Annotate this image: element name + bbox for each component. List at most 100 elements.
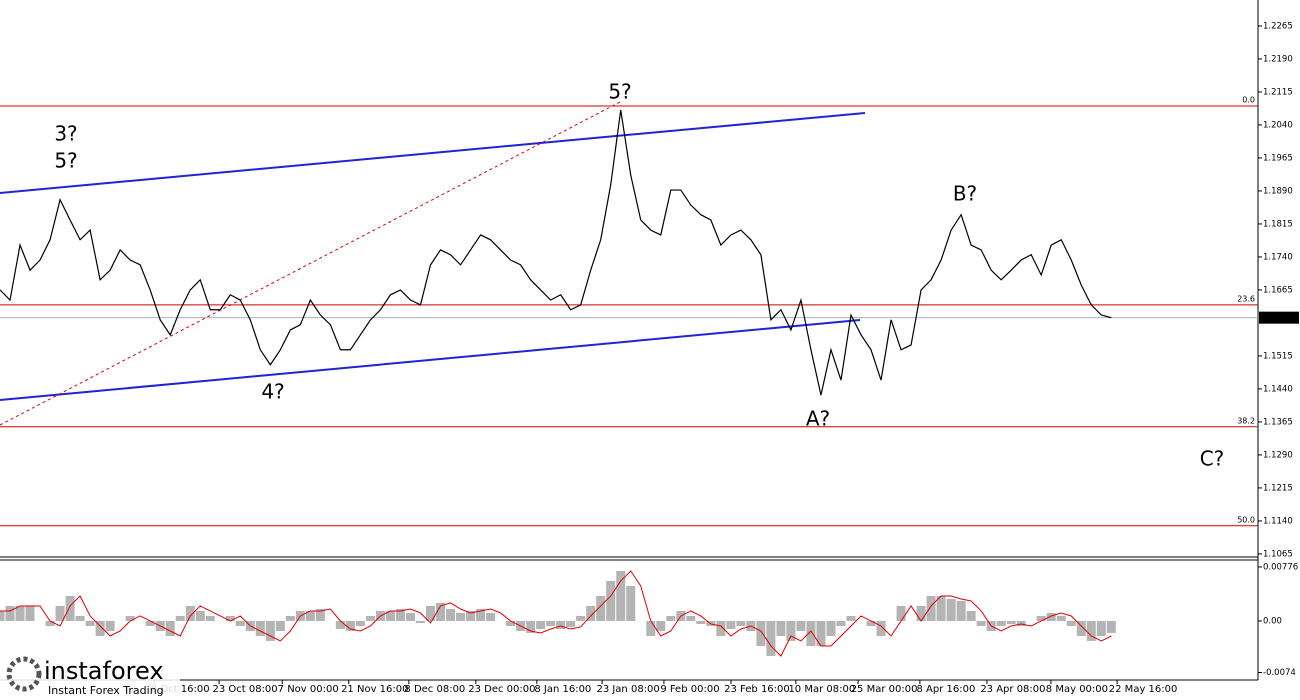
histogram-bar: [726, 620, 736, 629]
histogram-bar: [916, 605, 926, 621]
y-tick-label: 0.00776: [1263, 562, 1298, 572]
x-tick-label: 8 Dec 08:00: [404, 684, 465, 695]
histogram-bar: [666, 615, 676, 621]
histogram-bar: [686, 615, 696, 621]
histogram-bar: [195, 610, 205, 621]
wave-label: 5?: [54, 149, 77, 173]
y-tick-label: 1.1215: [1263, 483, 1293, 493]
histogram-bar: [355, 620, 365, 626]
y-tick-label: 1.2040: [1263, 120, 1293, 130]
fib-level-label: 23.6: [1237, 294, 1255, 303]
branding: instaforex Instant Forex Trading: [0, 654, 180, 698]
histogram-bar: [716, 620, 726, 637]
y-tick-label: 1.1365: [1263, 417, 1293, 427]
y-tick-label: 1.1140: [1263, 516, 1293, 526]
plot-frames: [0, 0, 1259, 681]
histogram-bar: [596, 595, 606, 621]
histogram-bar: [225, 615, 235, 621]
histogram-bar: [896, 605, 906, 621]
histogram-bar: [546, 620, 556, 626]
histogram-bar: [85, 620, 95, 626]
y-tick-label: 1.2115: [1263, 87, 1293, 97]
histogram-bar: [796, 620, 806, 631]
y-tick-label: 1.1965: [1263, 153, 1293, 163]
histogram-bar: [476, 609, 486, 621]
histogram-bar: [786, 620, 796, 641]
x-tick-label: 7 Nov 00:00: [278, 684, 339, 695]
histogram-bar: [255, 620, 265, 637]
histogram-bar: [265, 620, 275, 641]
wave-label: 5?: [608, 80, 631, 104]
histogram-bar: [1056, 615, 1066, 621]
histogram-bar: [846, 615, 856, 621]
channel-line: [0, 319, 861, 401]
histogram-bar: [45, 620, 55, 626]
histogram-bar: [315, 609, 325, 621]
logo-icon: [6, 656, 42, 692]
histogram-bar: [5, 605, 15, 621]
histogram-bar: [1096, 620, 1106, 637]
last-price-box: [1259, 311, 1299, 324]
histogram-bar: [1086, 620, 1096, 641]
histogram-bar: [365, 615, 375, 621]
histogram-bar: [586, 605, 596, 621]
histogram-bar: [956, 600, 966, 621]
y-tick-label: 1.1890: [1263, 186, 1293, 196]
wave-label: 3?: [54, 122, 77, 146]
histogram-bar: [756, 620, 766, 646]
x-tick-label: 9 Feb 00:00: [660, 684, 719, 695]
histogram-bar: [205, 615, 215, 621]
y-tick-label: 1.1665: [1263, 285, 1293, 295]
histogram-bar: [866, 620, 876, 626]
y-tick-label: 1.2265: [1263, 21, 1293, 31]
histogram-bar: [556, 620, 566, 629]
price-line: [0, 109, 1112, 396]
histogram-bar: [75, 615, 85, 621]
histogram-bar: [926, 595, 936, 621]
x-tick-label: 22 May 16:00: [1109, 684, 1178, 695]
histogram-bar: [55, 605, 65, 621]
logo-backdrop: [0, 654, 180, 698]
fib-level-label: 38.2: [1237, 416, 1255, 425]
y-tick-label: 1.2190: [1263, 54, 1293, 64]
histogram-bar: [776, 620, 786, 637]
histogram-bar: [145, 620, 155, 626]
x-tick-label: 8 Oct 16:00: [151, 684, 210, 695]
histogram-bar: [996, 620, 1006, 626]
fib-trend-line: [0, 101, 621, 426]
histogram-bar: [696, 620, 706, 624]
x-tick-label: 8 May 00:00: [1046, 684, 1108, 695]
histogram-bar: [415, 620, 425, 623]
x-tick-label: 8 Jan 16:00: [534, 684, 591, 695]
histogram-bar: [1106, 620, 1116, 633]
x-tick-label: 21 Nov 16:00: [341, 684, 408, 695]
histogram-bar: [456, 612, 466, 621]
wave-label: B?: [953, 182, 977, 206]
histogram-bar: [946, 598, 956, 621]
last-price-label: 1.1602: [1263, 313, 1298, 324]
histogram-bar: [105, 620, 115, 631]
histogram-bar: [486, 612, 496, 621]
histogram-bar: [65, 595, 75, 621]
histogram-bar: [125, 615, 135, 621]
histogram-bar: [466, 610, 476, 621]
x-tick-label: 8 Apr 16:00: [916, 684, 975, 695]
wave-label: A?: [806, 407, 830, 431]
histogram-bar: [335, 620, 345, 629]
histogram-bar: [165, 620, 175, 637]
histogram-bar: [1076, 620, 1086, 637]
histogram-bar: [395, 609, 405, 621]
histogram-bar: [385, 610, 395, 621]
histogram-bar: [436, 602, 446, 621]
histogram-bar: [626, 585, 636, 621]
y-tick-label: -0.0074: [1263, 668, 1296, 678]
histogram-bar: [526, 620, 536, 633]
histogram-bar: [976, 620, 986, 626]
fib-level-label: 50.0: [1237, 515, 1255, 524]
histogram-bar: [405, 612, 415, 621]
histogram-bar: [426, 605, 436, 621]
histogram-bar: [766, 620, 776, 656]
histogram-bar: [275, 620, 285, 631]
x-tick-label: 23 Oct 08:00: [212, 684, 277, 695]
